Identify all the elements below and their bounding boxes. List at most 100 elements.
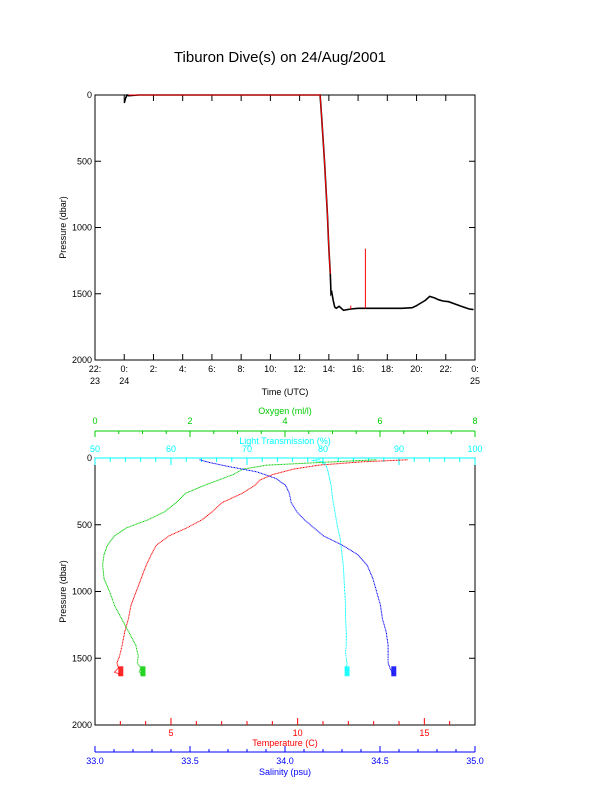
salinity-point — [384, 624, 385, 625]
temperature-point — [343, 463, 344, 464]
temperature-point — [160, 542, 161, 543]
salinity-point — [240, 468, 241, 469]
oxygen-point — [331, 461, 332, 462]
y-tick-label: 1000 — [72, 223, 92, 233]
salinity-point — [380, 608, 381, 609]
salinity-tick-label: 35.0 — [466, 756, 484, 766]
temperature-point — [213, 510, 214, 511]
salinity-point — [374, 584, 375, 585]
salinity-point — [289, 493, 290, 494]
oxygen-point — [350, 461, 351, 462]
temperature-point — [209, 513, 210, 514]
light-point — [331, 488, 332, 489]
pressure-profile-chart: 0 500 1000 1500 2000 Pressure (dbar) 0 2 4 6 8 Oxyg… — [58, 406, 484, 777]
oxygen-point — [107, 545, 108, 546]
light-point — [333, 504, 334, 505]
salinity-point — [228, 466, 229, 467]
temperature-point — [123, 638, 124, 639]
salinity-point — [387, 638, 388, 639]
light-point — [325, 463, 326, 464]
oxygen-point — [110, 540, 111, 541]
y-axis-label: Pressure (dbar) — [58, 560, 68, 623]
temperature-point — [130, 606, 131, 607]
oxygen-point — [164, 511, 165, 512]
oxygen-point — [355, 460, 356, 461]
light-series — [312, 459, 350, 677]
oxygen-point — [176, 502, 177, 503]
oxygen-point — [106, 546, 107, 547]
temperature-point — [133, 598, 134, 599]
oxygen-point — [102, 565, 103, 566]
light-point — [345, 603, 346, 604]
salinity-point — [201, 460, 202, 461]
oxygen-point — [123, 622, 124, 623]
salinity-point — [352, 551, 353, 552]
temperature-point — [117, 661, 118, 662]
light-point — [346, 660, 347, 661]
light-point — [345, 623, 346, 624]
pressure-track-line — [129, 95, 331, 274]
temperature-point — [184, 529, 185, 530]
oxygen-point — [223, 478, 224, 479]
temperature-point — [355, 462, 356, 463]
oxygen-point — [292, 463, 293, 464]
salinity-point — [242, 469, 243, 470]
oxygen-point — [103, 557, 104, 558]
light-point — [343, 575, 344, 576]
oxygen-point — [240, 470, 241, 471]
temperature-point — [402, 460, 403, 461]
temperature-point — [251, 487, 252, 488]
temperature-point — [133, 600, 134, 601]
oxygen-point — [179, 499, 180, 500]
temperature-point — [405, 459, 406, 460]
temperature-point — [201, 519, 202, 520]
light-point — [332, 494, 333, 495]
light-point — [346, 647, 347, 648]
oxygen-point — [305, 463, 306, 464]
light-point — [335, 516, 336, 517]
salinity-point — [346, 547, 347, 548]
temperature-point — [128, 618, 129, 619]
oxygen-point — [125, 625, 126, 626]
oxygen-point — [177, 501, 178, 502]
salinity-point — [213, 463, 214, 464]
temperature-point — [122, 640, 123, 641]
temperature-point — [214, 509, 215, 510]
oxygen-point — [268, 465, 269, 466]
salinity-point — [292, 503, 293, 504]
light-point — [346, 629, 347, 630]
oxygen-point — [103, 574, 104, 575]
oxygen-point — [364, 460, 365, 461]
light-point — [345, 652, 346, 653]
salinity-point — [222, 465, 223, 466]
light-point — [344, 595, 345, 596]
temperature-tick-label: 10 — [293, 728, 303, 738]
temperature-point — [151, 554, 152, 555]
oxygen-point — [254, 467, 255, 468]
oxygen-point — [104, 554, 105, 555]
oxygen-point — [153, 517, 154, 518]
oxygen-point — [314, 462, 315, 463]
temperature-point — [137, 588, 138, 589]
temperature-point — [381, 461, 382, 462]
salinity-point — [377, 595, 378, 596]
light-point — [335, 517, 336, 518]
salinity-point — [377, 593, 378, 594]
light-point — [345, 611, 346, 612]
light-point — [331, 492, 332, 493]
light-tick-label: 90 — [394, 444, 404, 454]
light-point — [326, 467, 327, 468]
light-point — [334, 507, 335, 508]
temperature-point — [233, 497, 234, 498]
temperature-point — [178, 531, 179, 532]
oxygen-point — [123, 621, 124, 622]
salinity-point — [356, 553, 357, 554]
temperature-point — [278, 473, 279, 474]
light-point — [331, 486, 332, 487]
light-point — [331, 491, 332, 492]
y-tick-label: 0 — [87, 453, 92, 463]
oxygen-point — [115, 608, 116, 609]
temperature-point — [394, 460, 395, 461]
oxygen-point — [283, 464, 284, 465]
temperature-point — [379, 461, 380, 462]
